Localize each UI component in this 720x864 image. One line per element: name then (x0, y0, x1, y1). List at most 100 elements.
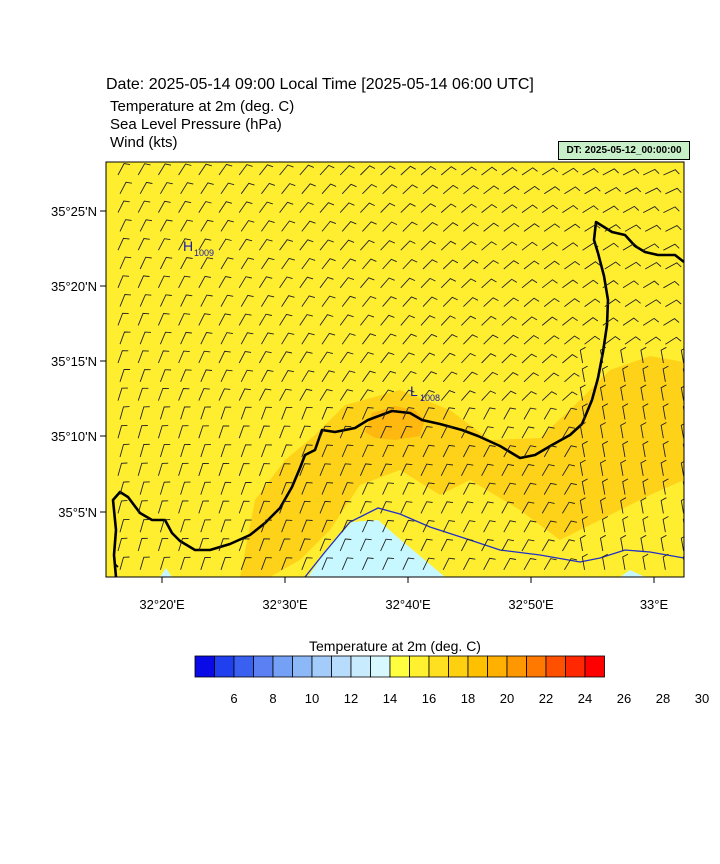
wind-barb (319, 164, 335, 176)
wind-barb (299, 239, 314, 251)
wind-barb (402, 482, 415, 495)
wind-barb (382, 221, 398, 232)
wind-barb (663, 206, 680, 214)
wind-barb (380, 202, 396, 213)
wind-barb (117, 275, 130, 288)
wind-barb (341, 444, 354, 458)
wind-barb (481, 353, 497, 364)
colorbar-cell (428, 655, 449, 678)
wind-barb (198, 500, 209, 514)
wind-barb (662, 365, 669, 382)
wind-barb (321, 370, 335, 383)
wind-barb (238, 388, 251, 401)
wind-barb (622, 280, 639, 289)
wind-barb (218, 538, 230, 552)
wind-barb (382, 519, 395, 533)
wind-barb (543, 186, 561, 195)
wind-barb (523, 520, 537, 533)
wind-barb (341, 482, 354, 495)
wind-barb (400, 240, 416, 251)
wind-barb (339, 202, 355, 213)
wind-barb (501, 204, 518, 213)
wind-barb (581, 440, 588, 458)
wind-barb (339, 538, 352, 552)
wind-barb (501, 501, 514, 514)
wind-barb (442, 520, 456, 533)
wind-barb (420, 240, 436, 251)
wind-barb (665, 299, 682, 307)
wind-barb (299, 388, 313, 401)
wind-barb (360, 202, 375, 213)
wind-barb (198, 350, 211, 364)
wind-barb (400, 538, 413, 552)
wind-barb (178, 163, 192, 176)
wind-barb (481, 315, 497, 326)
wind-barb (238, 500, 250, 514)
wind-barb (463, 520, 476, 533)
wind-barb (139, 519, 150, 533)
wind-barb (279, 388, 292, 401)
wind-barb (198, 425, 209, 439)
wind-barb (501, 278, 518, 289)
wind-barb (281, 332, 295, 345)
wind-barb (200, 519, 211, 533)
wind-barb (663, 280, 680, 289)
wind-barb (581, 553, 588, 570)
wind-barb (220, 519, 232, 533)
wind-barb (461, 426, 474, 439)
wind-barb (461, 278, 477, 289)
wind-barb (442, 444, 456, 458)
wind-barb (521, 353, 538, 364)
wind-barb (642, 516, 649, 533)
wind-barb (119, 294, 131, 307)
wind-barb (541, 279, 558, 289)
wind-barb (680, 498, 684, 514)
wind-barb (139, 481, 150, 495)
wind-barb (463, 371, 478, 383)
wind-barb (218, 275, 232, 289)
wind-barb (584, 298, 601, 307)
colorbar-cell (233, 655, 254, 678)
wind-barb (299, 463, 311, 476)
wind-barb (602, 168, 619, 176)
latitude-axis: 35°25'N 35°20'N 35°15'N 35°10'N 35°5'N (51, 204, 106, 520)
wind-barb (582, 242, 599, 251)
colorbar-tick-label: 24 (578, 691, 592, 706)
wind-barb (341, 221, 357, 232)
wind-barb (159, 331, 172, 345)
wind-barb (218, 201, 233, 213)
wind-barb (501, 390, 517, 401)
wind-barb (339, 463, 352, 476)
wind-barb (543, 297, 560, 307)
wind-barb (260, 519, 272, 533)
wind-barb (380, 277, 395, 289)
wind-barb (422, 221, 438, 232)
wind-barb (642, 403, 649, 420)
wind-barb (119, 556, 130, 570)
wind-barb (503, 482, 517, 495)
wind-barb (119, 406, 130, 420)
wind-barb (260, 406, 272, 420)
wind-barb (159, 481, 171, 495)
wind-barb (240, 369, 254, 383)
wind-barb (622, 440, 629, 458)
wind-barb (299, 314, 313, 326)
wind-barb (220, 369, 233, 382)
wind-barb (483, 297, 499, 307)
temperature-fill-cool-right (620, 570, 645, 577)
wind-barb (604, 261, 621, 270)
wind-barb (380, 463, 393, 476)
wind-barb (640, 459, 647, 476)
wind-barb (442, 371, 458, 383)
wind-barb (159, 556, 171, 570)
wind-barb (683, 211, 684, 214)
wind-barb (665, 336, 682, 345)
longitude-axis: 32°20'E 32°30'E 32°40'E 32°50'E 33°E (139, 577, 668, 612)
wind-barb (341, 333, 356, 345)
wind-barb (601, 440, 609, 458)
wind-barb (281, 519, 293, 533)
wind-barb (660, 459, 667, 476)
wind-barb (686, 338, 702, 345)
wind-barb (240, 444, 252, 458)
